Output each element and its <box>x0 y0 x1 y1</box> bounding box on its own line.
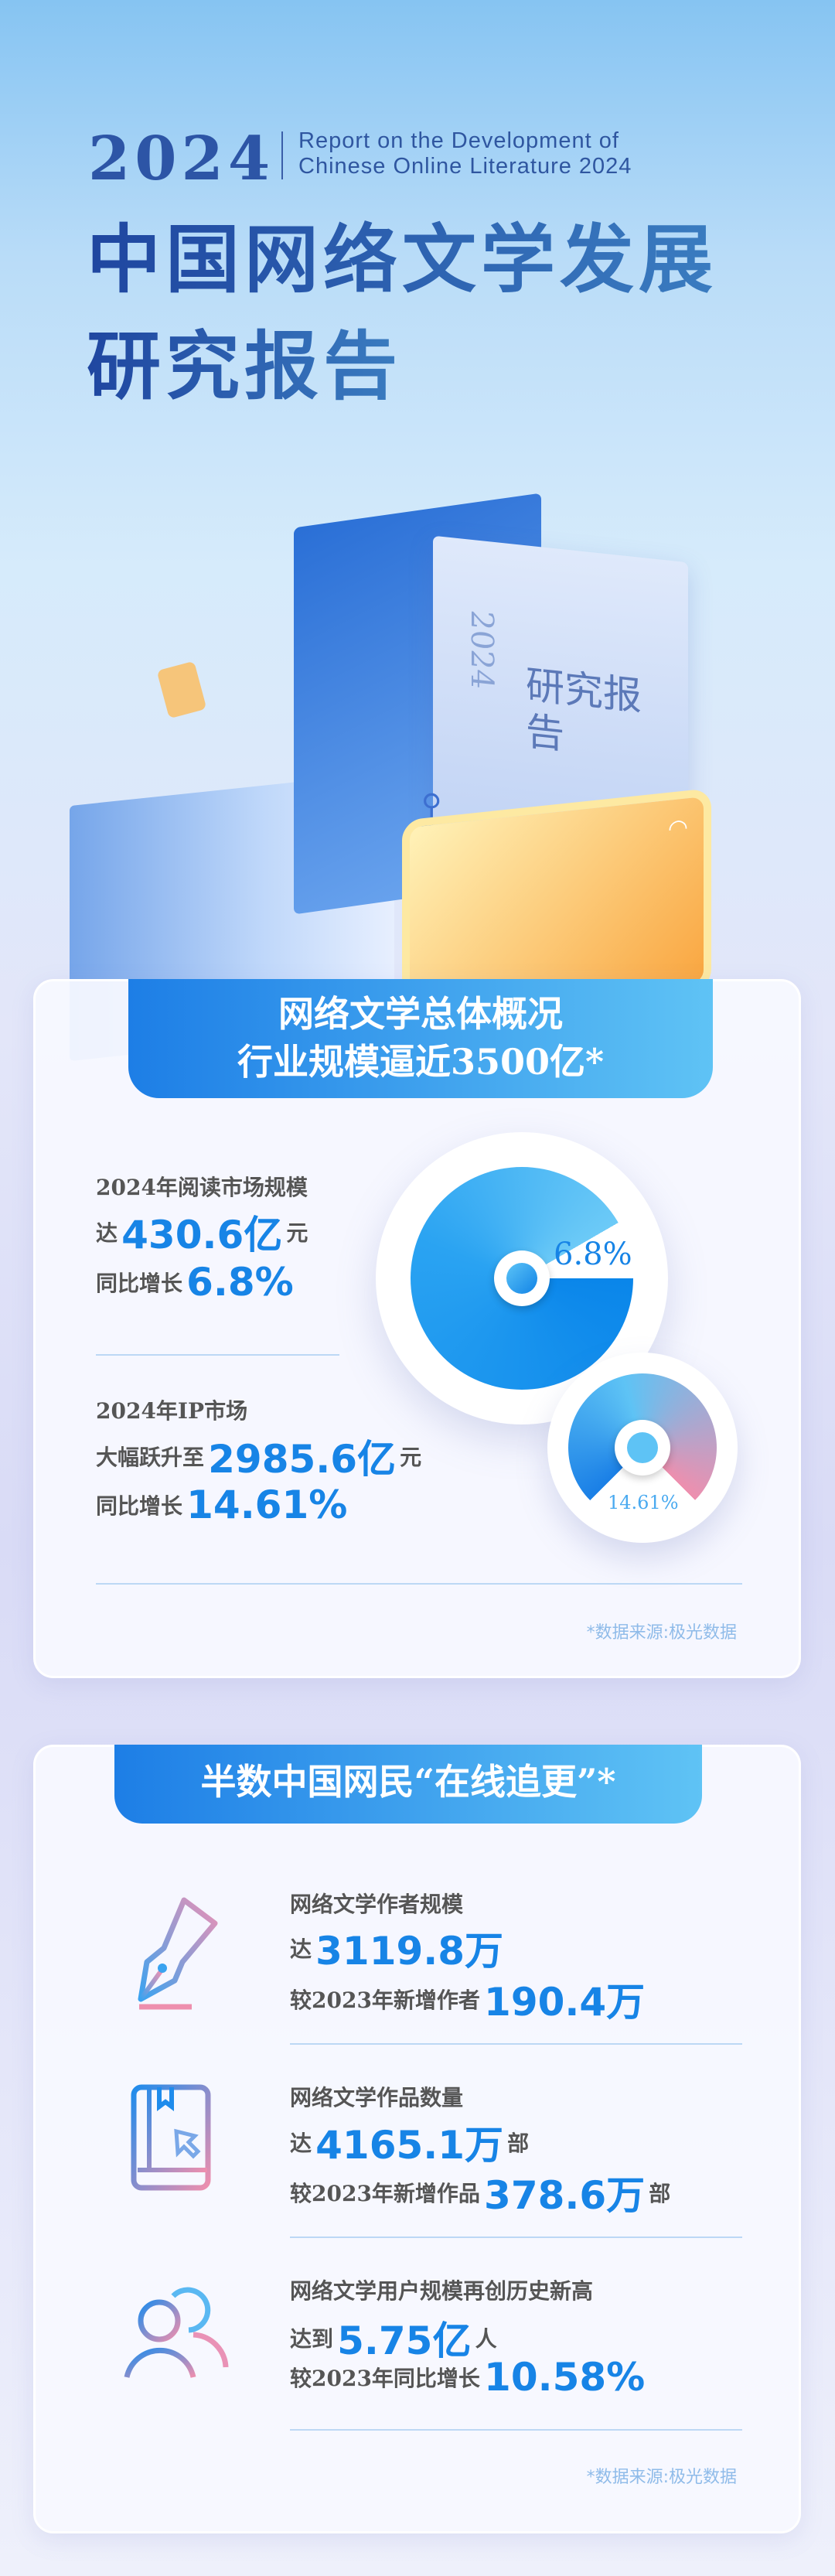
reading-growth-value: 6.8% <box>186 1260 294 1305</box>
users-growth-value: 10.58% <box>484 2355 646 2400</box>
divider <box>290 2237 742 2238</box>
reading-growth-row: 同比增长 6.8% <box>96 1260 294 1305</box>
users-value: 5.75亿 <box>337 2318 472 2363</box>
works-value: 4165.1万 <box>315 2123 504 2168</box>
reading-market-value-row: 达 430.6亿 元 <box>96 1204 308 1260</box>
works-new-label: 较2023年新增作品 <box>290 2181 480 2206</box>
authors-prefix: 达 <box>290 1936 312 1962</box>
works-new-row: 较2023年新增作品 378.6万 部 <box>290 2165 670 2220</box>
ip-prefix: 大幅跃升至 <box>96 1445 205 1470</box>
authors-label: 网络文学作者规模 <box>290 1892 464 1917</box>
netizens-card: 半数中国网民“在线追更”* 网络文学作者规模 达 3119.8万 较2023年新… <box>33 1745 801 2533</box>
header-english-title: Report on the Development of Chinese Onl… <box>298 128 632 179</box>
users-unit: 人 <box>475 2326 497 2352</box>
works-new-value: 378.6万 <box>484 2173 646 2218</box>
ip-market-value-row: 大幅跃升至 2985.6亿 元 <box>96 1428 421 1484</box>
divider <box>96 1354 339 1356</box>
wifi-icon: ◠ <box>667 814 688 843</box>
ip-market-label: 2024年IP市场 <box>96 1398 248 1424</box>
ip-growth-row: 同比增长 14.61% <box>96 1482 347 1527</box>
works-label: 网络文学作品数量 <box>290 2085 464 2110</box>
authors-value: 3119.8万 <box>315 1929 504 1974</box>
works-value-row: 达 4165.1万 部 <box>290 2114 529 2170</box>
pie-hub <box>494 1250 550 1306</box>
reading-growth-pie: 6.8% <box>376 1132 668 1424</box>
reading-growth-label: 同比增长 <box>96 1271 183 1296</box>
reading-market-label: 2024年阅读市场规模 <box>96 1175 308 1200</box>
divider <box>96 1583 742 1585</box>
reading-unit: 元 <box>286 1220 308 1246</box>
ip-growth-value: 14.61% <box>186 1482 348 1527</box>
ip-growth-label: 同比增长 <box>96 1493 183 1519</box>
works-unit: 部 <box>507 2131 530 2156</box>
search-icon: ⚲ <box>421 789 442 821</box>
header-year: 2024 <box>88 124 275 194</box>
authors-value-row: 达 3119.8万 <box>290 1920 503 1976</box>
fountain-pen-icon <box>138 1897 218 2010</box>
header-divider <box>281 131 283 179</box>
banner-line-1: 网络文学总体概况 <box>278 993 563 1035</box>
authors-new-row: 较2023年新增作者 190.4万 <box>290 1971 645 2027</box>
banner-line-2: 行业规模逼近3500亿* <box>237 1041 605 1083</box>
data-source-note: *数据来源:极光数据 <box>586 1623 737 1643</box>
data-source-note: *数据来源:极光数据 <box>586 2468 737 2487</box>
users-prefix: 达到 <box>290 2326 334 2352</box>
price-tag-icon <box>156 660 207 719</box>
pie-label: 6.8% <box>554 1237 632 1272</box>
users-growth-label: 较2023年同比增长 <box>290 2366 480 2391</box>
ip-unit: 元 <box>400 1445 422 1470</box>
users-icon <box>124 2287 229 2378</box>
works-new-unit: 部 <box>649 2181 671 2206</box>
gauge-hub <box>615 1420 670 1476</box>
english-line-1: Report on the Development of <box>298 128 619 153</box>
users-label: 网络文学用户规模再创历史新高 <box>290 2278 594 2304</box>
netizens-banner: 半数中国网民“在线追更”* <box>114 1745 702 1824</box>
authors-new-value: 190.4万 <box>484 1980 646 2025</box>
page-title-line-2: 研究报告 <box>87 306 402 414</box>
ip-market-value: 2985.6亿 <box>208 1437 397 1482</box>
divider <box>290 2043 742 2045</box>
ip-growth-gauge: 14.61% <box>547 1353 738 1543</box>
overview-card: 网络文学总体概况 行业规模逼近3500亿* 2024年阅读市场规模 达 430.… <box>33 979 801 1678</box>
book-cover-year: 2024 <box>464 608 499 691</box>
users-value-row: 达到 5.75亿 人 <box>290 2310 497 2366</box>
gauge-label: 14.61% <box>608 1492 679 1513</box>
divider <box>290 2429 742 2431</box>
reading-market-value: 430.6亿 <box>121 1213 283 1257</box>
works-prefix: 达 <box>290 2131 312 2156</box>
book-cover-text: 研究报告 <box>526 662 642 758</box>
book-icon <box>131 2084 211 2191</box>
users-growth-row: 较2023年同比增长 10.58% <box>290 2355 645 2400</box>
page-title-line-1: 中国网络文学发展 <box>87 200 717 307</box>
reading-prefix: 达 <box>96 1220 118 1246</box>
authors-new-label: 较2023年新增作者 <box>290 1987 480 2013</box>
english-line-2: Chinese Online Literature 2024 <box>298 154 632 179</box>
overview-banner: 网络文学总体概况 行业规模逼近3500亿* <box>128 979 713 1098</box>
report-books-illustration: 研究报告 2024 ◠ ⚲ <box>0 402 835 1062</box>
